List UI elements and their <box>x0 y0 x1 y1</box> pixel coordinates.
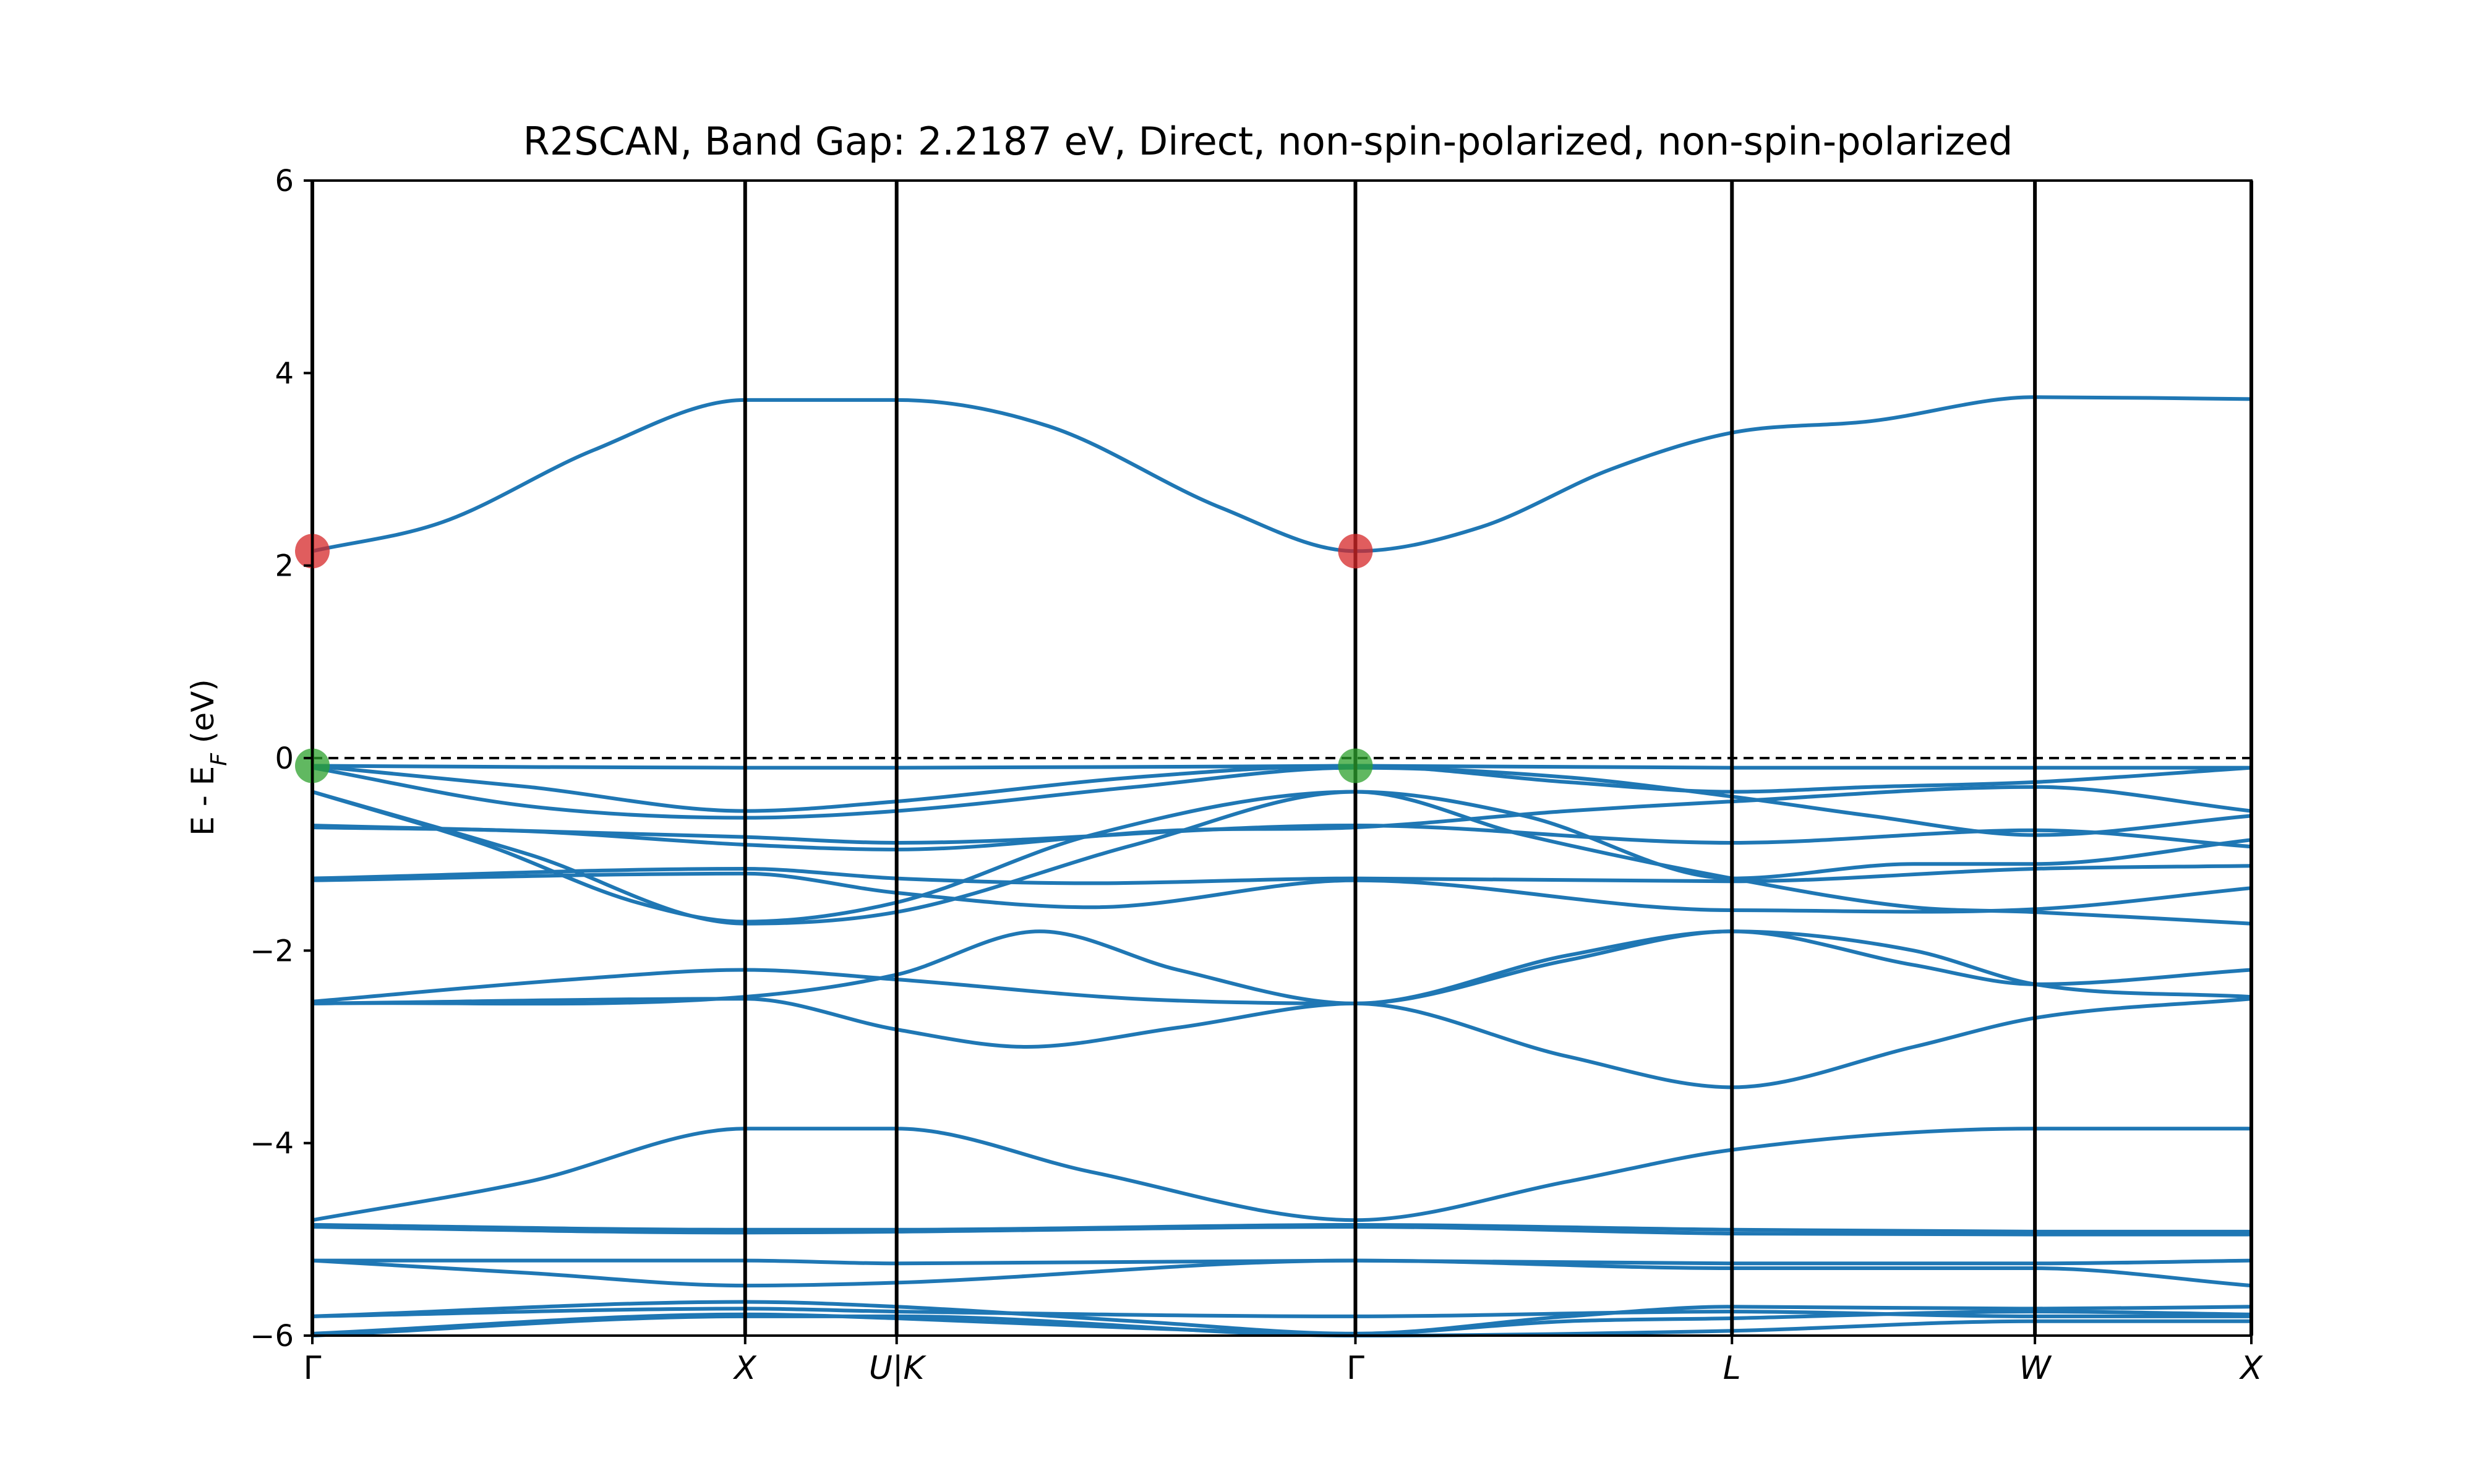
band-16 <box>312 1225 2251 1237</box>
y-axis-label: E - EF (eV) <box>185 679 232 836</box>
y-axis-label-unit: (eV) <box>185 679 221 753</box>
band-11 <box>312 929 2252 1005</box>
y-tick-label-3: 0 <box>275 741 294 776</box>
y-tick-label-0: −6 <box>250 1319 294 1354</box>
cbm-marker-2 <box>1338 534 1373 569</box>
y-tick-label-4: 2 <box>275 549 294 584</box>
vbm-marker-2 <box>1338 748 1373 783</box>
y-tick-label-1: −4 <box>250 1127 294 1161</box>
y-tick-label-5: 4 <box>275 356 294 391</box>
band-9 <box>312 864 2252 885</box>
y-tick-label-2: −2 <box>250 934 294 968</box>
band-edge-markers <box>295 534 1373 783</box>
chart-title: R2SCAN, Band Gap: 2.2187 eV, Direct, non… <box>523 119 2013 164</box>
x-tick-label-1: X <box>732 1350 757 1387</box>
x-tick-label-5: W <box>2019 1350 2052 1387</box>
x-tick-label-0: Γ <box>304 1350 322 1387</box>
band-20 <box>312 1307 2251 1318</box>
x-axis-kpoint-labels: Γ X U|K Γ L W X <box>304 1336 2263 1387</box>
x-tick-label-2: U|K <box>869 1350 927 1387</box>
y-tick-label-6: 6 <box>275 164 294 198</box>
band-12 <box>312 929 2252 1006</box>
band-7 <box>312 824 2252 849</box>
band-1 <box>312 395 2252 553</box>
band-13 <box>312 997 2252 1090</box>
x-tick-label-6: X <box>2238 1350 2263 1387</box>
band-18 <box>312 1258 2252 1266</box>
band-17 <box>312 1258 2252 1288</box>
x-tick-label-3: Γ <box>1346 1350 1364 1387</box>
band-8 <box>312 785 2252 851</box>
band-4 <box>312 765 2252 837</box>
y-axis-ticks: −6 −4 −2 0 2 4 6 <box>250 164 312 1354</box>
band-5 <box>312 790 2252 926</box>
bands-layer <box>312 395 2252 1337</box>
y-axis-label-main: E - E <box>185 766 221 836</box>
band-10 <box>312 871 2252 914</box>
band-6 <box>312 790 2252 926</box>
y-axis-label-subscript: F <box>207 753 232 766</box>
band-3 <box>312 764 2252 813</box>
band-15 <box>312 1223 2251 1234</box>
band-14 <box>312 1127 2251 1222</box>
x-tick-label-4: L <box>1723 1350 1741 1387</box>
band-22 <box>312 1314 2251 1337</box>
